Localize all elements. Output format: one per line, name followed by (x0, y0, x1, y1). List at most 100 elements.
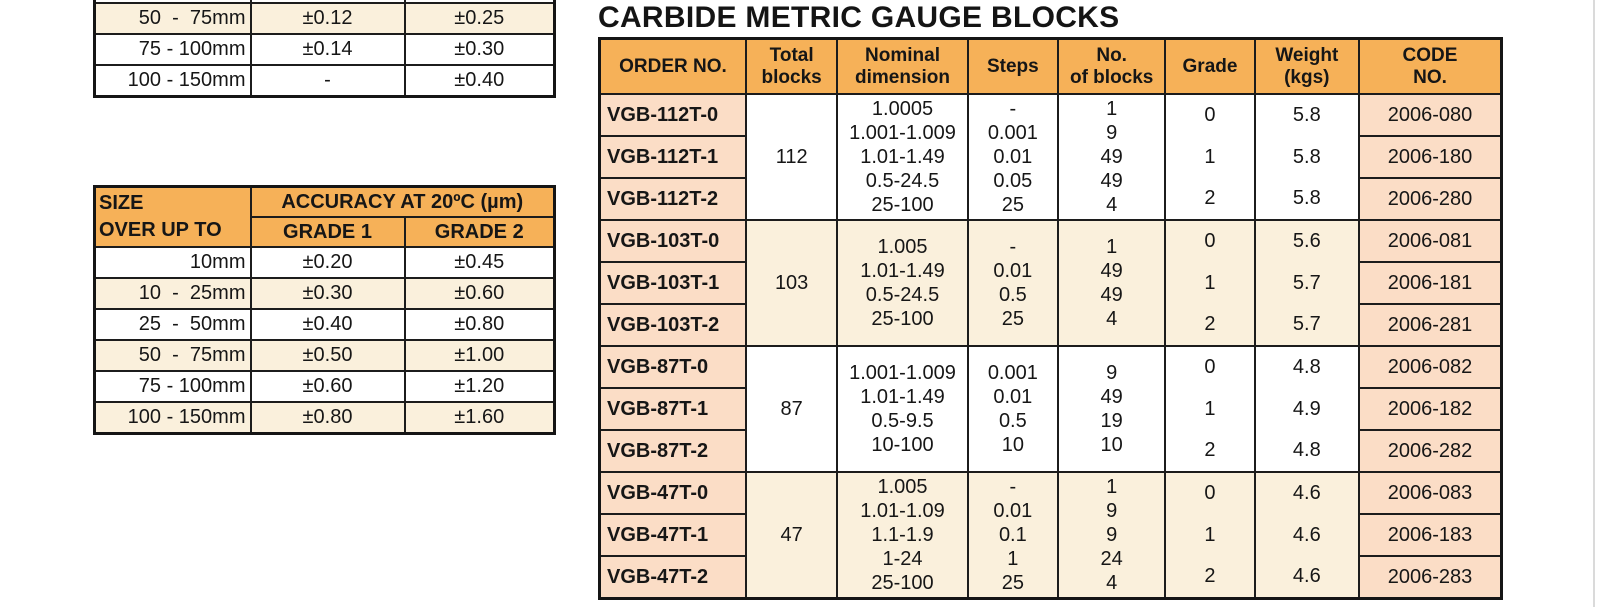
code-no: 2006-280 (1357, 177, 1503, 221)
size-range: 25 - 50mm (93, 308, 252, 341)
blocks-line: 49 (1100, 386, 1123, 408)
table-row: 50 - 75mm ±0.12 ±0.25 (93, 2, 556, 35)
nominal-line: 25-100 (871, 194, 934, 216)
grade1-value: ±0.80 (249, 401, 406, 435)
steps-line: 0.5 (998, 284, 1027, 306)
order-no: VGB-112T-2 (598, 177, 747, 221)
nominal-line: 1.0005 (871, 98, 934, 120)
table-row: VGB-103T-2 2 5.7 2006-281 (598, 303, 1503, 347)
no-of-blocks-header: No. of blocks (1056, 37, 1167, 95)
weight-value: 5.7 (1253, 304, 1360, 347)
blocks-line: 9 (1106, 362, 1118, 384)
grade1-header: GRADE 1 (249, 216, 406, 248)
grade-value: 0 (1164, 219, 1256, 262)
steps-header: Steps (966, 37, 1060, 95)
steps-line: - (1009, 476, 1017, 498)
order-no: VGB-112T-1 (598, 135, 747, 179)
steps: - 0.01 0.1 1 25 (966, 471, 1060, 600)
code-no: 2006-183 (1357, 513, 1503, 557)
nominal-line: 1.01-1.49 (860, 146, 945, 168)
total-blocks: 112 (744, 93, 839, 221)
nominal-line: 10-100 (871, 434, 934, 456)
size-range: 100 - 150mm (93, 401, 252, 435)
grade2-value: ±0.80 (403, 308, 556, 341)
size-range: 50 - 75mm (93, 339, 252, 372)
blocks-line: 19 (1100, 410, 1123, 432)
steps-line: 0.01 (993, 500, 1033, 522)
weight-value: 4.8 (1253, 345, 1360, 388)
no-of-blocks: 1 9 9 24 4 (1056, 471, 1167, 600)
carbide-gauge-blocks-table: ORDER NO. Total blocks Nominal dimension… (598, 37, 1503, 600)
blocks-line: 1 (1106, 476, 1118, 498)
table-row: VGB-47T-2 2 4.6 2006-283 (598, 555, 1503, 600)
table-row: VGB-112T-2 2 5.8 2006-280 (598, 177, 1503, 221)
table-row: VGB-87T-0 87 1.001-1.009 1.01-1.49 0.5-9… (598, 345, 1503, 473)
total-blocks: 103 (744, 219, 839, 347)
grade2-value: ±0.60 (403, 277, 556, 310)
blocks-line: 49 (1100, 260, 1123, 282)
order-no: VGB-47T-0 (598, 471, 747, 515)
total-blocks-header: Total blocks (744, 37, 839, 95)
steps-line: 25 (1001, 194, 1024, 216)
size-range: 100 - 150mm (93, 64, 252, 98)
no-of-blocks: 9 49 19 10 (1056, 345, 1167, 473)
code-no: 2006-181 (1357, 261, 1503, 305)
nominal-line: 0.5-24.5 (865, 284, 940, 306)
grade1-value: ±0.60 (249, 370, 406, 403)
table-row: VGB-103T-1 1 5.7 2006-181 (598, 261, 1503, 305)
order-no: VGB-87T-2 (598, 429, 747, 473)
blocks-line: 49 (1100, 284, 1123, 306)
grade-value: 0 (1164, 93, 1256, 136)
grade-value: 1 (1164, 136, 1256, 178)
code-no: 2006-081 (1357, 219, 1503, 263)
table-row: 75 - 100mm ±0.14 ±0.30 (93, 33, 556, 66)
page-edge-line (1593, 0, 1595, 607)
table-row: 50 - 75mm ±0.50 ±1.00 (93, 339, 556, 372)
accuracy-table: SIZE OVER UP TO ACCURACY AT 20ºC (µm) GR… (93, 185, 556, 435)
size-range: 50 - 75mm (93, 2, 252, 35)
code-no: 2006-180 (1357, 135, 1503, 179)
weight-value: 4.6 (1253, 471, 1360, 514)
grade2-value: ±0.40 (403, 64, 556, 98)
steps-line: 0.05 (993, 170, 1033, 192)
nominal-line: 1.01-1.09 (860, 500, 945, 522)
steps-line: 0.001 (987, 122, 1038, 144)
grade-value: 2 (1164, 430, 1256, 473)
nominal-line: 1.005 (877, 236, 928, 258)
size-range: 10 - 25mm (93, 277, 252, 310)
cut-row (93, 0, 556, 4)
code-no-header: CODE NO. (1357, 37, 1503, 95)
weight-value: 4.6 (1253, 556, 1360, 600)
nominal-dimension-header: Nominal dimension (836, 37, 969, 95)
blocks-line: 9 (1106, 122, 1118, 144)
steps: - 0.001 0.01 0.05 25 (966, 93, 1060, 221)
table-row: VGB-47T-1 1 4.6 2006-183 (598, 513, 1503, 557)
table-row: 25 - 50mm ±0.40 ±0.80 (93, 308, 556, 341)
header-row: GRADE 1 GRADE 2 (95, 216, 556, 248)
table-row: 100 - 150mm - ±0.40 (93, 64, 556, 98)
blocks-line: 10 (1100, 434, 1123, 456)
weight-value: 5.8 (1253, 93, 1360, 136)
size-range: 10mm (93, 246, 252, 279)
header-row: SIZE OVER UP TO ACCURACY AT 20ºC (µm) (93, 185, 556, 248)
weight-value: 4.6 (1253, 514, 1360, 556)
tolerance-table: 50 - 75mm ±0.12 ±0.25 75 - 100mm ±0.14 ±… (93, 0, 556, 98)
grade2-value: ±1.00 (403, 339, 556, 372)
cut-cell (93, 0, 252, 4)
steps-line: 0.5 (998, 410, 1027, 432)
grade1-value: ±0.50 (249, 339, 406, 372)
tolerance-table-partial: 50 - 75mm ±0.12 ±0.25 75 - 100mm ±0.14 ±… (93, 0, 556, 98)
grade-value: 2 (1164, 178, 1256, 221)
blocks-line: 9 (1106, 524, 1118, 546)
order-no: VGB-47T-2 (598, 555, 747, 600)
grade-value: 0 (1164, 471, 1256, 514)
size-range: 75 - 100mm (93, 370, 252, 403)
steps-line: 1 (1007, 548, 1019, 570)
weight-value: 5.8 (1253, 178, 1360, 221)
steps: 0.001 0.01 0.5 10 (966, 345, 1060, 473)
cut-cell (249, 0, 406, 4)
steps-line: 0.001 (987, 362, 1038, 384)
total-blocks-value: 103 (774, 272, 809, 294)
blocks-line: 49 (1100, 146, 1123, 168)
code-no: 2006-182 (1357, 387, 1503, 431)
